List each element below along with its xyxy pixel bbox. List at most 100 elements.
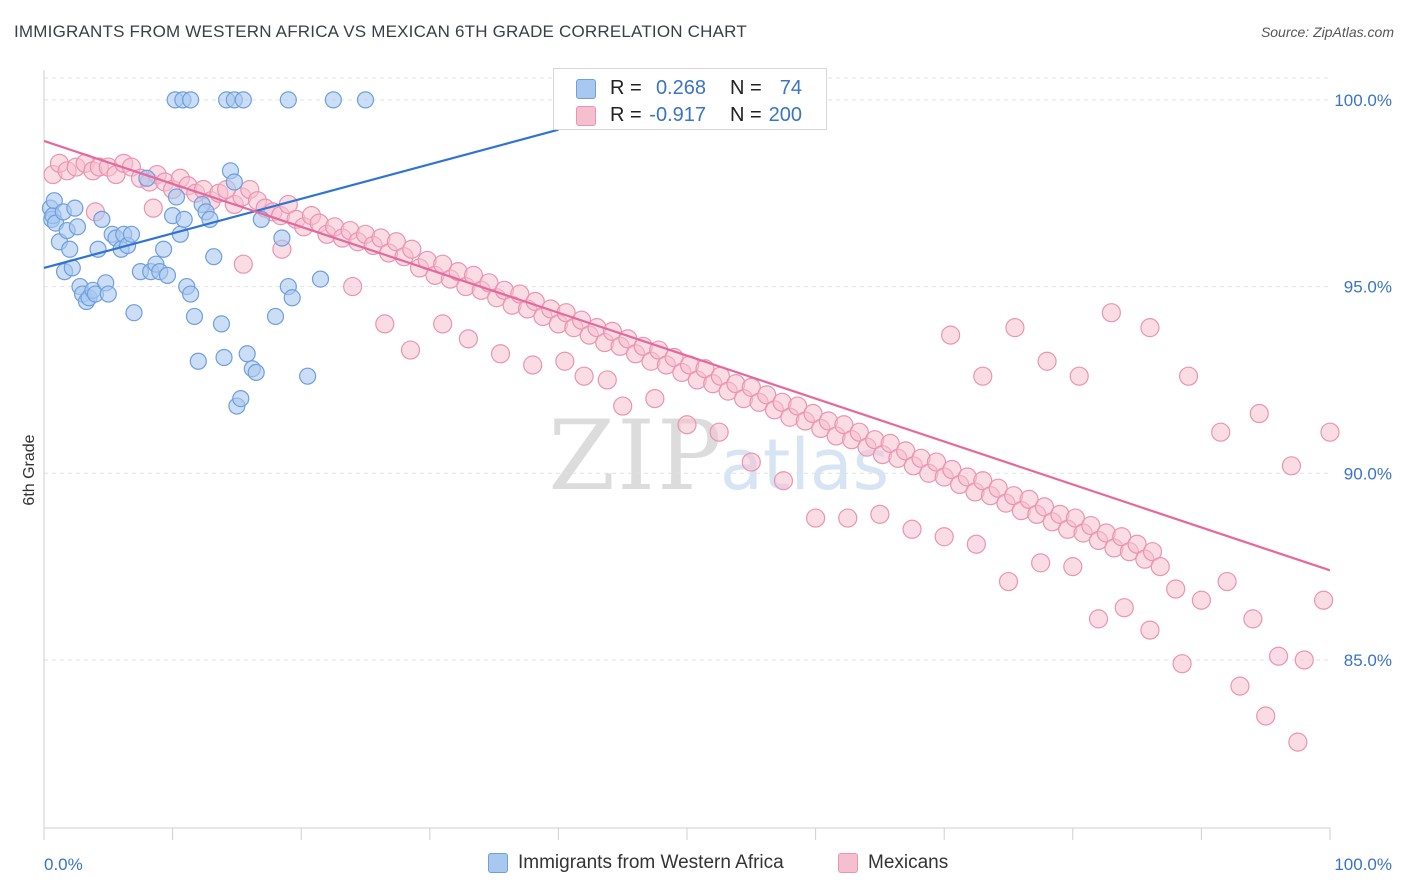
n-value: 74 xyxy=(779,77,802,99)
mexicans-point xyxy=(143,198,163,218)
western-africa-point xyxy=(311,270,330,288)
n-value: 200 xyxy=(768,104,802,126)
y-tick-label: 90.0% xyxy=(1344,464,1392,483)
chart-title: IMMIGRANTS FROM WESTERN AFRICA VS MEXICA… xyxy=(14,22,747,41)
western-africa-point xyxy=(182,285,200,303)
mexicans-point xyxy=(433,314,453,334)
mexicans-point xyxy=(1081,515,1101,536)
mexicans-point xyxy=(1037,351,1057,371)
western-africa-point xyxy=(266,307,285,326)
mexicans-point xyxy=(1294,650,1314,670)
western-africa-point xyxy=(122,225,141,243)
mexicans-point xyxy=(988,478,1008,498)
mexicans-point xyxy=(1256,706,1276,726)
western-africa-point xyxy=(175,210,193,228)
mexicans-point xyxy=(1140,620,1160,640)
mexicans-trendline xyxy=(43,139,1331,572)
mexicans-point xyxy=(741,377,761,397)
blue-swatch xyxy=(576,79,596,99)
stats-row-mexicans: R = -0.917 N = 200 xyxy=(554,102,826,128)
n-label: N = xyxy=(730,77,762,99)
mexicans-point xyxy=(1140,318,1160,338)
mexicans-point xyxy=(400,340,421,360)
legend-item-mexicans[interactable]: Mexicans xyxy=(838,852,948,874)
western-africa-point xyxy=(238,345,256,363)
mexicans-point xyxy=(803,403,823,424)
mexicans-point xyxy=(343,276,363,297)
legend-item-western-africa[interactable]: Immigrants from Western Africa xyxy=(488,852,784,874)
mexicans-point xyxy=(926,452,947,472)
mexicans-point xyxy=(1069,366,1089,386)
mexicans-point xyxy=(677,415,697,435)
n-label: N = xyxy=(730,104,762,126)
mexicans-point xyxy=(1005,318,1025,338)
western-africa-point xyxy=(324,91,342,109)
mexicans-point xyxy=(941,325,961,345)
mexicans-point xyxy=(1211,422,1231,442)
western-africa-trendline xyxy=(43,128,559,269)
mexicans-point xyxy=(386,232,406,252)
bottom-legend: Immigrants from Western Africa Mexicans xyxy=(0,852,1406,878)
x-tick-label-max: 100.0% xyxy=(1334,855,1392,874)
y-tick-labels: 85.0% 90.0% 95.0% 100.0% xyxy=(1334,91,1392,670)
r-label: R = xyxy=(610,104,642,126)
mexicans-point xyxy=(1172,654,1192,674)
mexicans-point xyxy=(757,385,777,405)
mexicans-point xyxy=(896,441,916,461)
trendlines xyxy=(43,128,1331,572)
mexicans-point xyxy=(490,344,511,364)
western-africa-point xyxy=(279,91,297,109)
mexicans-point xyxy=(870,504,890,524)
mexicans-point xyxy=(709,422,729,442)
mexicans-point xyxy=(934,527,954,547)
mexicans-point xyxy=(1166,579,1186,599)
western-africa-point xyxy=(125,304,143,322)
mexicans-point xyxy=(574,366,594,386)
legend-swatch-pink xyxy=(838,853,858,873)
mexicans-point xyxy=(966,534,986,554)
mexicans-point xyxy=(902,519,922,539)
mexicans-point xyxy=(1063,557,1083,577)
mexicans-point xyxy=(402,239,422,259)
mexicans-point xyxy=(375,314,395,334)
mexicans-point xyxy=(741,452,761,472)
y-tick-label: 85.0% xyxy=(1344,651,1392,670)
western-africa-point xyxy=(158,266,177,284)
r-value: -0.917 xyxy=(649,104,706,126)
mexicans-point xyxy=(998,571,1019,592)
mexicans-point xyxy=(805,508,826,528)
western-africa-point xyxy=(68,218,87,236)
mexicans-point xyxy=(1217,571,1237,592)
stats-row-western-africa: R = 0.268 N = 74 xyxy=(554,75,826,101)
legend-label: Mexicans xyxy=(868,852,949,873)
mexicans-point xyxy=(645,388,665,409)
stats-legend: R = 0.268 N = 74 R = -0.917 N = 200 xyxy=(553,68,827,130)
western-africa-point xyxy=(212,315,231,333)
mexicans-point xyxy=(1112,527,1132,547)
mexicans-point xyxy=(1065,508,1085,528)
mexicans-point xyxy=(1178,366,1199,386)
western-africa-point xyxy=(273,229,291,247)
mexicans-point xyxy=(973,366,993,386)
watermark: ZIP atlas xyxy=(548,400,889,512)
watermark-zip: ZIP xyxy=(548,400,723,512)
legend-swatch-blue xyxy=(488,853,508,873)
western-africa-point xyxy=(182,91,200,109)
mexicans-point xyxy=(1150,557,1170,577)
western-africa-point xyxy=(205,248,223,266)
western-africa-point xyxy=(99,285,117,303)
mexicans-point xyxy=(838,508,858,528)
mexicans-point xyxy=(1191,590,1212,610)
western-africa-point xyxy=(66,199,84,217)
legend-label: Immigrants from Western Africa xyxy=(518,852,784,873)
mexicans-point xyxy=(555,351,575,371)
western-africa-point xyxy=(189,352,207,370)
pink-swatch xyxy=(576,106,596,126)
mexicans-point xyxy=(233,254,253,274)
mexicans-point xyxy=(1249,403,1269,424)
western-africa-point xyxy=(356,91,375,109)
western-africa-point xyxy=(185,307,204,326)
mexicans-point xyxy=(1101,303,1121,323)
mexicans-point xyxy=(1088,609,1109,629)
mexicans-point xyxy=(1243,609,1263,629)
